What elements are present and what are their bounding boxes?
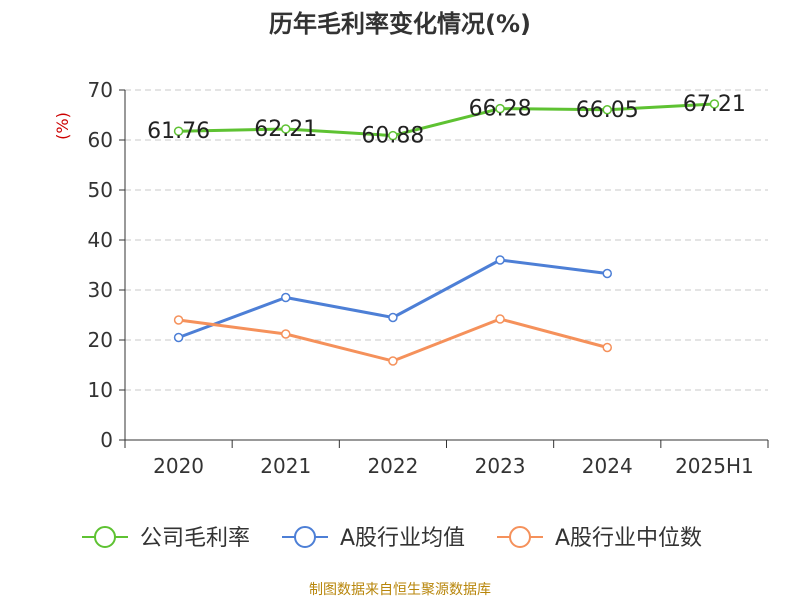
legend-label: A股行业中位数 — [555, 526, 702, 551]
data-point — [495, 103, 505, 114]
data-point — [281, 329, 291, 339]
data-point — [173, 126, 184, 136]
data-point — [602, 268, 612, 279]
x-tick-label: 2024 — [582, 454, 633, 478]
y-axis-label: (%) — [53, 112, 72, 140]
data-point — [388, 312, 398, 323]
legend-marker — [294, 526, 316, 548]
y-tick-label: 40 — [88, 228, 113, 252]
data-point — [281, 292, 291, 303]
data-point — [281, 124, 291, 134]
x-tick-label: 2022 — [367, 454, 418, 478]
y-tick-label: 20 — [88, 328, 113, 352]
chart-title: 历年毛利率变化情况(%) — [269, 10, 531, 38]
data-point — [495, 314, 505, 324]
data-point — [388, 356, 398, 366]
legend-marker — [94, 526, 116, 548]
data-label: 66.05 — [576, 98, 639, 123]
source-note: 制图数据来自恒生聚源数据库 — [309, 582, 491, 598]
data-point — [495, 255, 505, 265]
x-tick-label: 2020 — [153, 454, 204, 478]
x-tick-label: 2023 — [475, 454, 526, 478]
y-tick-label: 50 — [88, 178, 113, 202]
grid-lines — [125, 89, 768, 391]
legend: 公司毛利率 A股行业均值 A股行业中位数 — [82, 526, 702, 551]
data-label: 61.76 — [147, 119, 210, 144]
data-point — [173, 332, 184, 343]
legend-label: A股行业均值 — [340, 526, 465, 551]
data-labels: 61.76 62.21 60.88 66.28 66.05 67.21 — [147, 92, 746, 149]
data-point — [602, 105, 612, 115]
series-line — [178, 258, 608, 339]
data-point — [173, 315, 184, 325]
legend-label: 公司毛利率 — [140, 526, 250, 551]
data-point — [709, 99, 720, 109]
y-tick-label: 30 — [88, 278, 113, 302]
x-tick-label: 2021 — [260, 454, 311, 478]
y-tick-label: 60 — [88, 128, 113, 152]
data-label: 60.88 — [361, 124, 424, 149]
x-tick-label: 2025H1 — [675, 454, 754, 478]
series-lines — [173, 99, 720, 366]
data-point — [602, 342, 612, 353]
data-point — [388, 130, 398, 141]
data-label: 62.21 — [254, 117, 317, 142]
legend-marker — [509, 526, 531, 548]
y-tick-label: 10 — [88, 378, 113, 402]
axes: 0 10 20 30 40 50 60 70 2020 2021 2022 2023 2024 2025H… — [88, 78, 769, 478]
y-tick-label: 0 — [100, 428, 113, 452]
series-line — [178, 317, 608, 363]
series-line — [178, 102, 715, 138]
y-tick-label: 70 — [88, 78, 113, 102]
data-label: 67.21 — [683, 92, 746, 117]
data-label: 66.28 — [469, 97, 532, 122]
